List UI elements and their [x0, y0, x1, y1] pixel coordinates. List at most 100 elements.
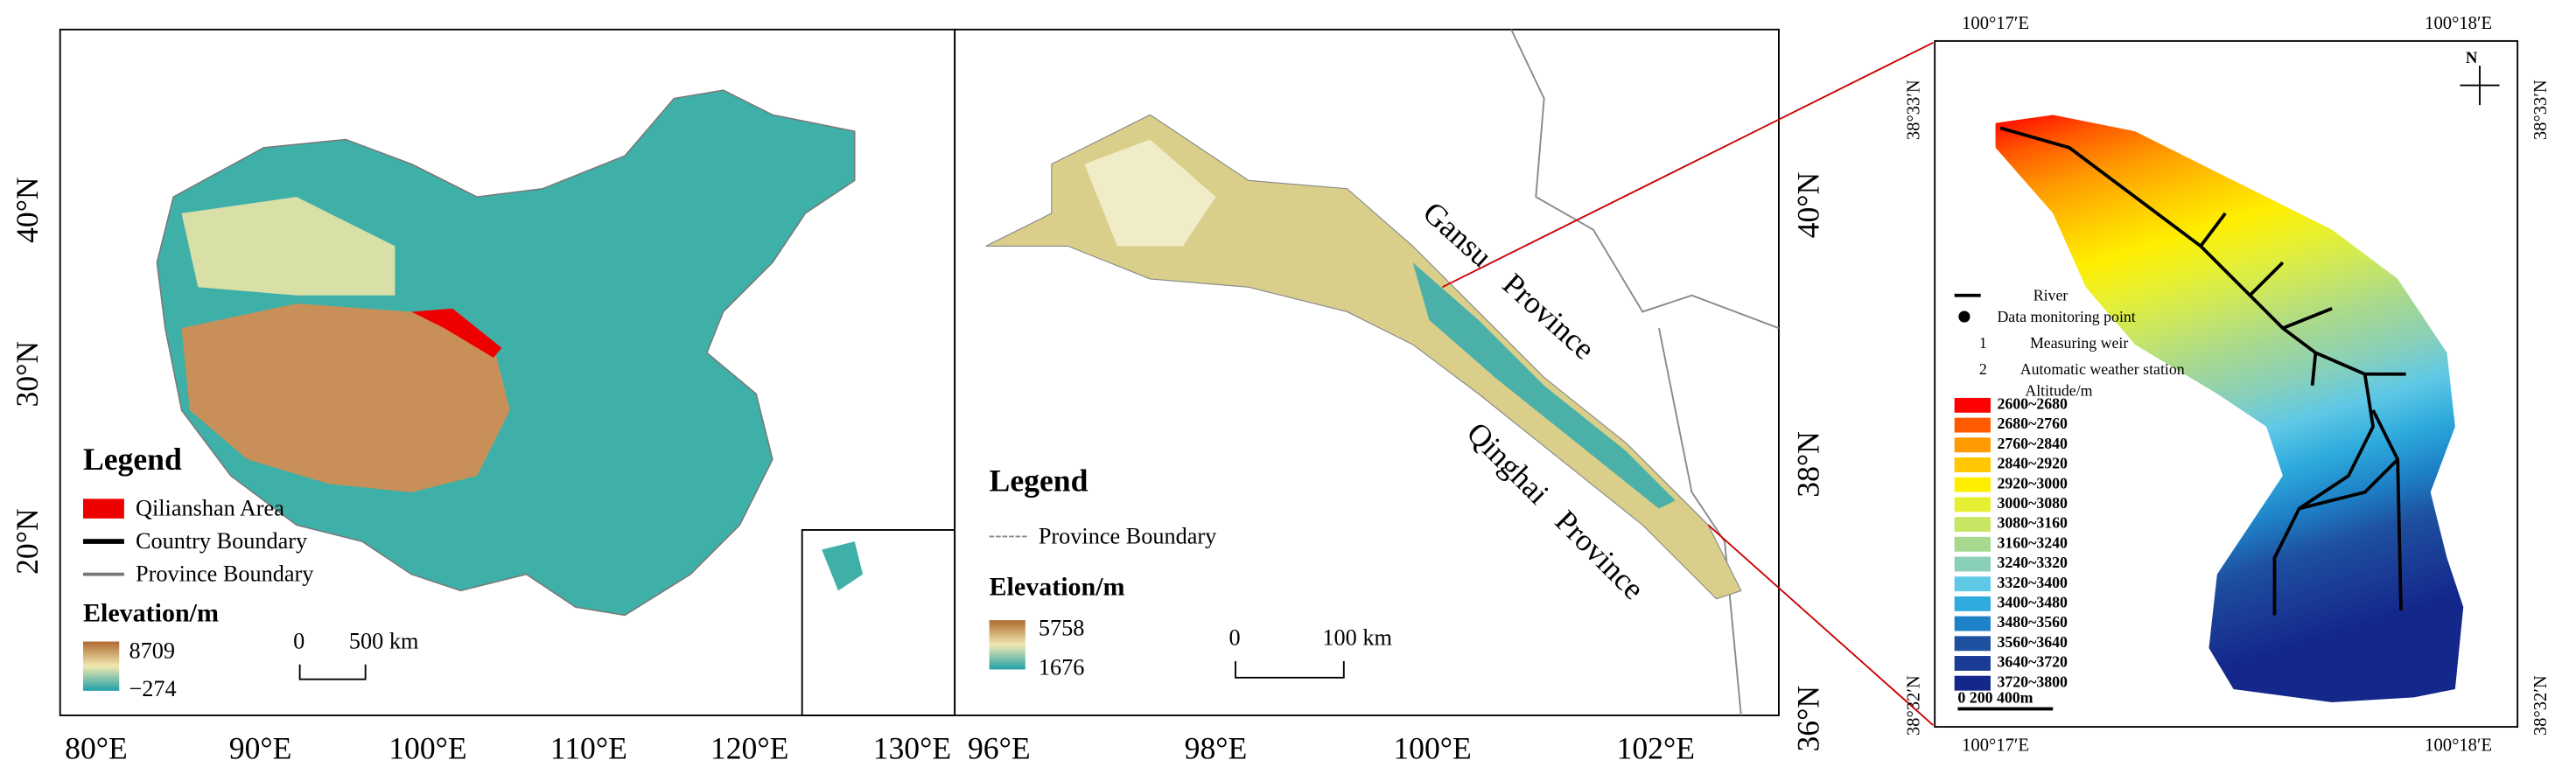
- basin-altitude: [1995, 115, 2464, 702]
- elevation-title: Elevation/m: [83, 598, 219, 627]
- legend-swatch: [1954, 517, 1991, 533]
- lon-label: 98°E: [1185, 730, 1248, 765]
- legend-item: 2: [1979, 360, 1987, 378]
- legend-item: Data monitoring point: [1997, 308, 2135, 325]
- legend-swatch: [1954, 536, 1991, 552]
- legend-item: 3000~3080: [1997, 494, 2068, 512]
- legend-swatch: [1954, 656, 1991, 671]
- legend-swatch: [1954, 397, 1991, 413]
- legend-swatch: [1954, 675, 1991, 691]
- legend-title: Legend: [83, 442, 182, 477]
- lat-label: 40°N: [1791, 172, 1826, 239]
- legend-item: 3640~3720: [1997, 653, 2068, 671]
- lon-label: 80°E: [65, 730, 128, 765]
- elevation-max: 8709: [130, 638, 176, 664]
- lon-label: 120°E: [710, 730, 788, 765]
- legend-item: Province Boundary: [1039, 523, 1217, 548]
- scale-zero: 0: [293, 628, 304, 653]
- legend-item: Automatic weather station: [2020, 360, 2185, 378]
- legend-item: Province Boundary: [136, 561, 314, 587]
- qilianshan-area: [411, 308, 502, 358]
- elevation-max: 5758: [1039, 615, 1085, 640]
- legend-swatch: [1954, 636, 1991, 652]
- basin: [181, 197, 396, 296]
- lon-label: 100°17′E: [1962, 14, 2029, 33]
- legend-title: Legend: [990, 464, 1088, 499]
- lat-label: 38°33′N: [2531, 80, 2551, 140]
- elevation-min: 1676: [1039, 654, 1085, 680]
- lon-label: 110°E: [550, 730, 627, 765]
- lon-label: 130°E: [873, 730, 951, 765]
- altitude-legend: 2600~2680 2680~2760 2760~2840 2840~2920 2920…: [1954, 394, 2068, 691]
- panel-frame: [954, 28, 1780, 716]
- lon-label: 100°E: [388, 730, 466, 765]
- lat-label: 20°N: [10, 508, 45, 575]
- elevation-min: −274: [130, 676, 177, 701]
- north-arrow: [2460, 66, 2500, 106]
- province-boundary: [1510, 29, 1780, 716]
- lat-label: 40°N: [10, 177, 45, 243]
- legend-item: 2760~2840: [1997, 435, 2068, 452]
- legend-item: Country Boundary: [136, 528, 308, 554]
- scale-zero: 0: [1228, 625, 1240, 651]
- legend-swatch: [1958, 310, 1970, 323]
- legend-item: Measuring weir: [2030, 334, 2128, 352]
- lon-label: 100°17′E: [1962, 736, 2029, 755]
- lat-label: 38°33′N: [1904, 80, 1923, 140]
- scale-label: 0 200 400m: [1957, 688, 2033, 706]
- legend-swatch: [1954, 556, 1991, 572]
- legend-item: 3560~3640: [1997, 633, 2068, 651]
- map-axes: 80°E 90°E 100°E 110°E 120°E 130°E 40°N 30°N 20°N…: [10, 172, 1826, 766]
- lat-label: 38°N: [1791, 431, 1826, 498]
- zoom-line: [1441, 41, 1934, 289]
- scale-label: 100 km: [1322, 625, 1392, 651]
- legend-item: 3240~3320: [1997, 554, 2068, 571]
- legend-item: 3720~3800: [1997, 673, 2068, 690]
- lon-label: 100°E: [1393, 730, 1471, 765]
- legend-swatch: [1954, 457, 1991, 472]
- legend-swatch: [1954, 437, 1991, 453]
- legend-item: Qilianshan Area: [136, 495, 284, 520]
- legend-swatch: [1954, 477, 1991, 492]
- legend-item: 3400~3480: [1997, 593, 2068, 610]
- legend-item: 3080~3160: [1997, 514, 2068, 532]
- legend-item: 2680~2760: [1997, 415, 2068, 432]
- elevation-ramp: [82, 641, 120, 691]
- lon-label: 102°E: [1617, 730, 1695, 765]
- legend-item: 2920~3000: [1997, 474, 2068, 492]
- lon-label: 90°E: [229, 730, 292, 765]
- legend-swatch: [82, 499, 124, 519]
- legend-swatch: [1954, 497, 1991, 513]
- inset-land: [822, 541, 864, 591]
- legend-swatch: [1954, 417, 1991, 433]
- lat-label: 38°32′N: [2531, 675, 2551, 736]
- legend-title: Altitude/m: [2025, 381, 2092, 399]
- legend-swatch: [1954, 616, 1991, 631]
- north-label: N: [2466, 49, 2478, 67]
- legend-item: 3320~3400: [1997, 574, 2068, 591]
- zoom-line: [1707, 524, 1934, 726]
- river: [1999, 126, 2406, 616]
- scale-label: 500 km: [349, 628, 419, 653]
- legend-item: 3160~3240: [1997, 533, 2068, 551]
- lat-label: 30°N: [10, 341, 45, 408]
- legend-item: River: [2034, 287, 2068, 304]
- inset: [801, 529, 956, 716]
- plateau: [181, 303, 510, 492]
- lon-label: 100°18′E: [2425, 14, 2492, 33]
- lat-label: 36°N: [1791, 686, 1826, 752]
- scale-bar: [1235, 661, 1345, 679]
- lon-label: 96°E: [968, 730, 1031, 765]
- legend-item: 1: [1979, 334, 1987, 352]
- elevation-title: Elevation/m: [990, 572, 1125, 601]
- legend-swatch: [1954, 596, 1991, 611]
- scale-bar: [298, 664, 367, 680]
- qilian-relief: [1084, 139, 1216, 247]
- legend-item: 3480~3560: [1997, 613, 2068, 631]
- legend-swatch: [1954, 576, 1991, 592]
- lon-label: 100°18′E: [2425, 736, 2492, 755]
- legend-item: 2600~2680: [1997, 394, 2068, 412]
- legend-item: 2840~2920: [1997, 455, 2068, 472]
- elevation-ramp: [989, 620, 1026, 670]
